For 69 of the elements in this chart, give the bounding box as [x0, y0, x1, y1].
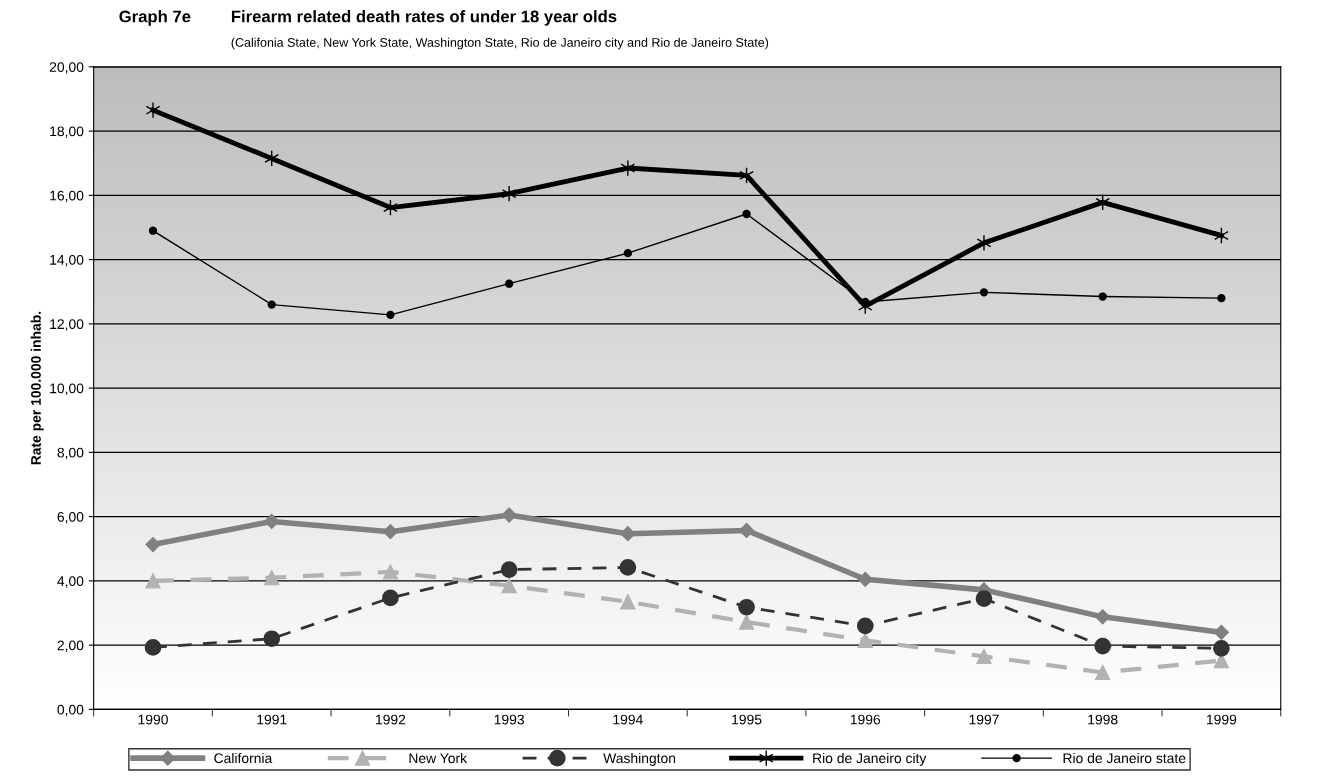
point: [382, 564, 399, 580]
x-tick-label: 1991: [257, 714, 287, 725]
point: [501, 185, 517, 203]
point: [1098, 292, 1107, 301]
y-tick-label: 20,00: [49, 62, 84, 74]
point: [501, 507, 517, 523]
point: [501, 578, 517, 594]
point: [976, 234, 992, 252]
point: [148, 226, 158, 235]
y-tick-label: 0,00: [57, 704, 84, 717]
y-tick-label: 2,00: [57, 640, 84, 652]
y-tick-label: 12,00: [50, 319, 84, 331]
x-tick-label: 1999: [1207, 714, 1237, 725]
y-axis-title: Rate per 100.000 inhab.: [30, 311, 44, 465]
point: [500, 561, 518, 578]
point: [856, 617, 874, 635]
y-tick-label: 6,00: [57, 511, 84, 524]
y-tick-label: 18,00: [50, 126, 84, 138]
legend-label: New York: [409, 752, 468, 764]
point: [144, 639, 162, 656]
point: [1213, 640, 1230, 657]
legend-label: California: [214, 752, 273, 764]
y-tick-label: 16,00: [50, 190, 84, 203]
point: [145, 537, 161, 553]
point: [504, 279, 514, 288]
point: [857, 571, 873, 587]
point: [619, 559, 637, 576]
point: [979, 288, 989, 297]
y-tick-label: 8,00: [57, 447, 84, 460]
point: [975, 590, 993, 607]
point: [620, 159, 636, 177]
point: [857, 632, 873, 648]
x-tick-label: 1995: [732, 714, 762, 725]
point: [263, 630, 281, 648]
x-tick-label: 1994: [613, 714, 643, 725]
point: [738, 614, 755, 630]
point: [267, 300, 276, 309]
x-tick-label: 1993: [494, 714, 524, 725]
point: [386, 310, 395, 320]
chart-title: Graph 7e: [119, 10, 191, 26]
point: [1217, 293, 1226, 303]
x-tick-label: 1997: [969, 714, 999, 725]
point: [264, 513, 280, 530]
point: [145, 573, 161, 589]
y-tick-label: 4,00: [57, 576, 84, 588]
point: [976, 648, 992, 665]
point: [1095, 664, 1111, 681]
point: [145, 101, 161, 119]
point: [620, 594, 636, 610]
point: [738, 598, 755, 616]
point: [1095, 609, 1111, 625]
point: [623, 249, 633, 258]
x-tick-label: 1990: [138, 714, 168, 725]
text: (Califonia State, New York State, Washington State, Rio de Janeiro city and Rio de Janeiro State): [231, 37, 769, 50]
y-tick-label: 14,00: [50, 254, 84, 267]
point: [382, 589, 399, 607]
legend-label: Rio de Janeiro state: [1063, 752, 1186, 764]
legend-label: Washington: [603, 752, 676, 766]
point: [620, 526, 636, 542]
point: [1094, 637, 1112, 655]
x-tick-label: 1992: [376, 714, 406, 725]
point: [1213, 624, 1229, 640]
x-tick-label: 1998: [1088, 714, 1118, 725]
y-tick-label: 10,00: [50, 383, 84, 395]
legend-label: Rio de Janeiro city: [813, 752, 927, 766]
chart-subtitle: Firearm related death rates of under 18 year olds: [231, 10, 617, 26]
point: [264, 570, 280, 586]
x-tick-label: 1996: [850, 714, 881, 725]
point: [742, 209, 751, 219]
